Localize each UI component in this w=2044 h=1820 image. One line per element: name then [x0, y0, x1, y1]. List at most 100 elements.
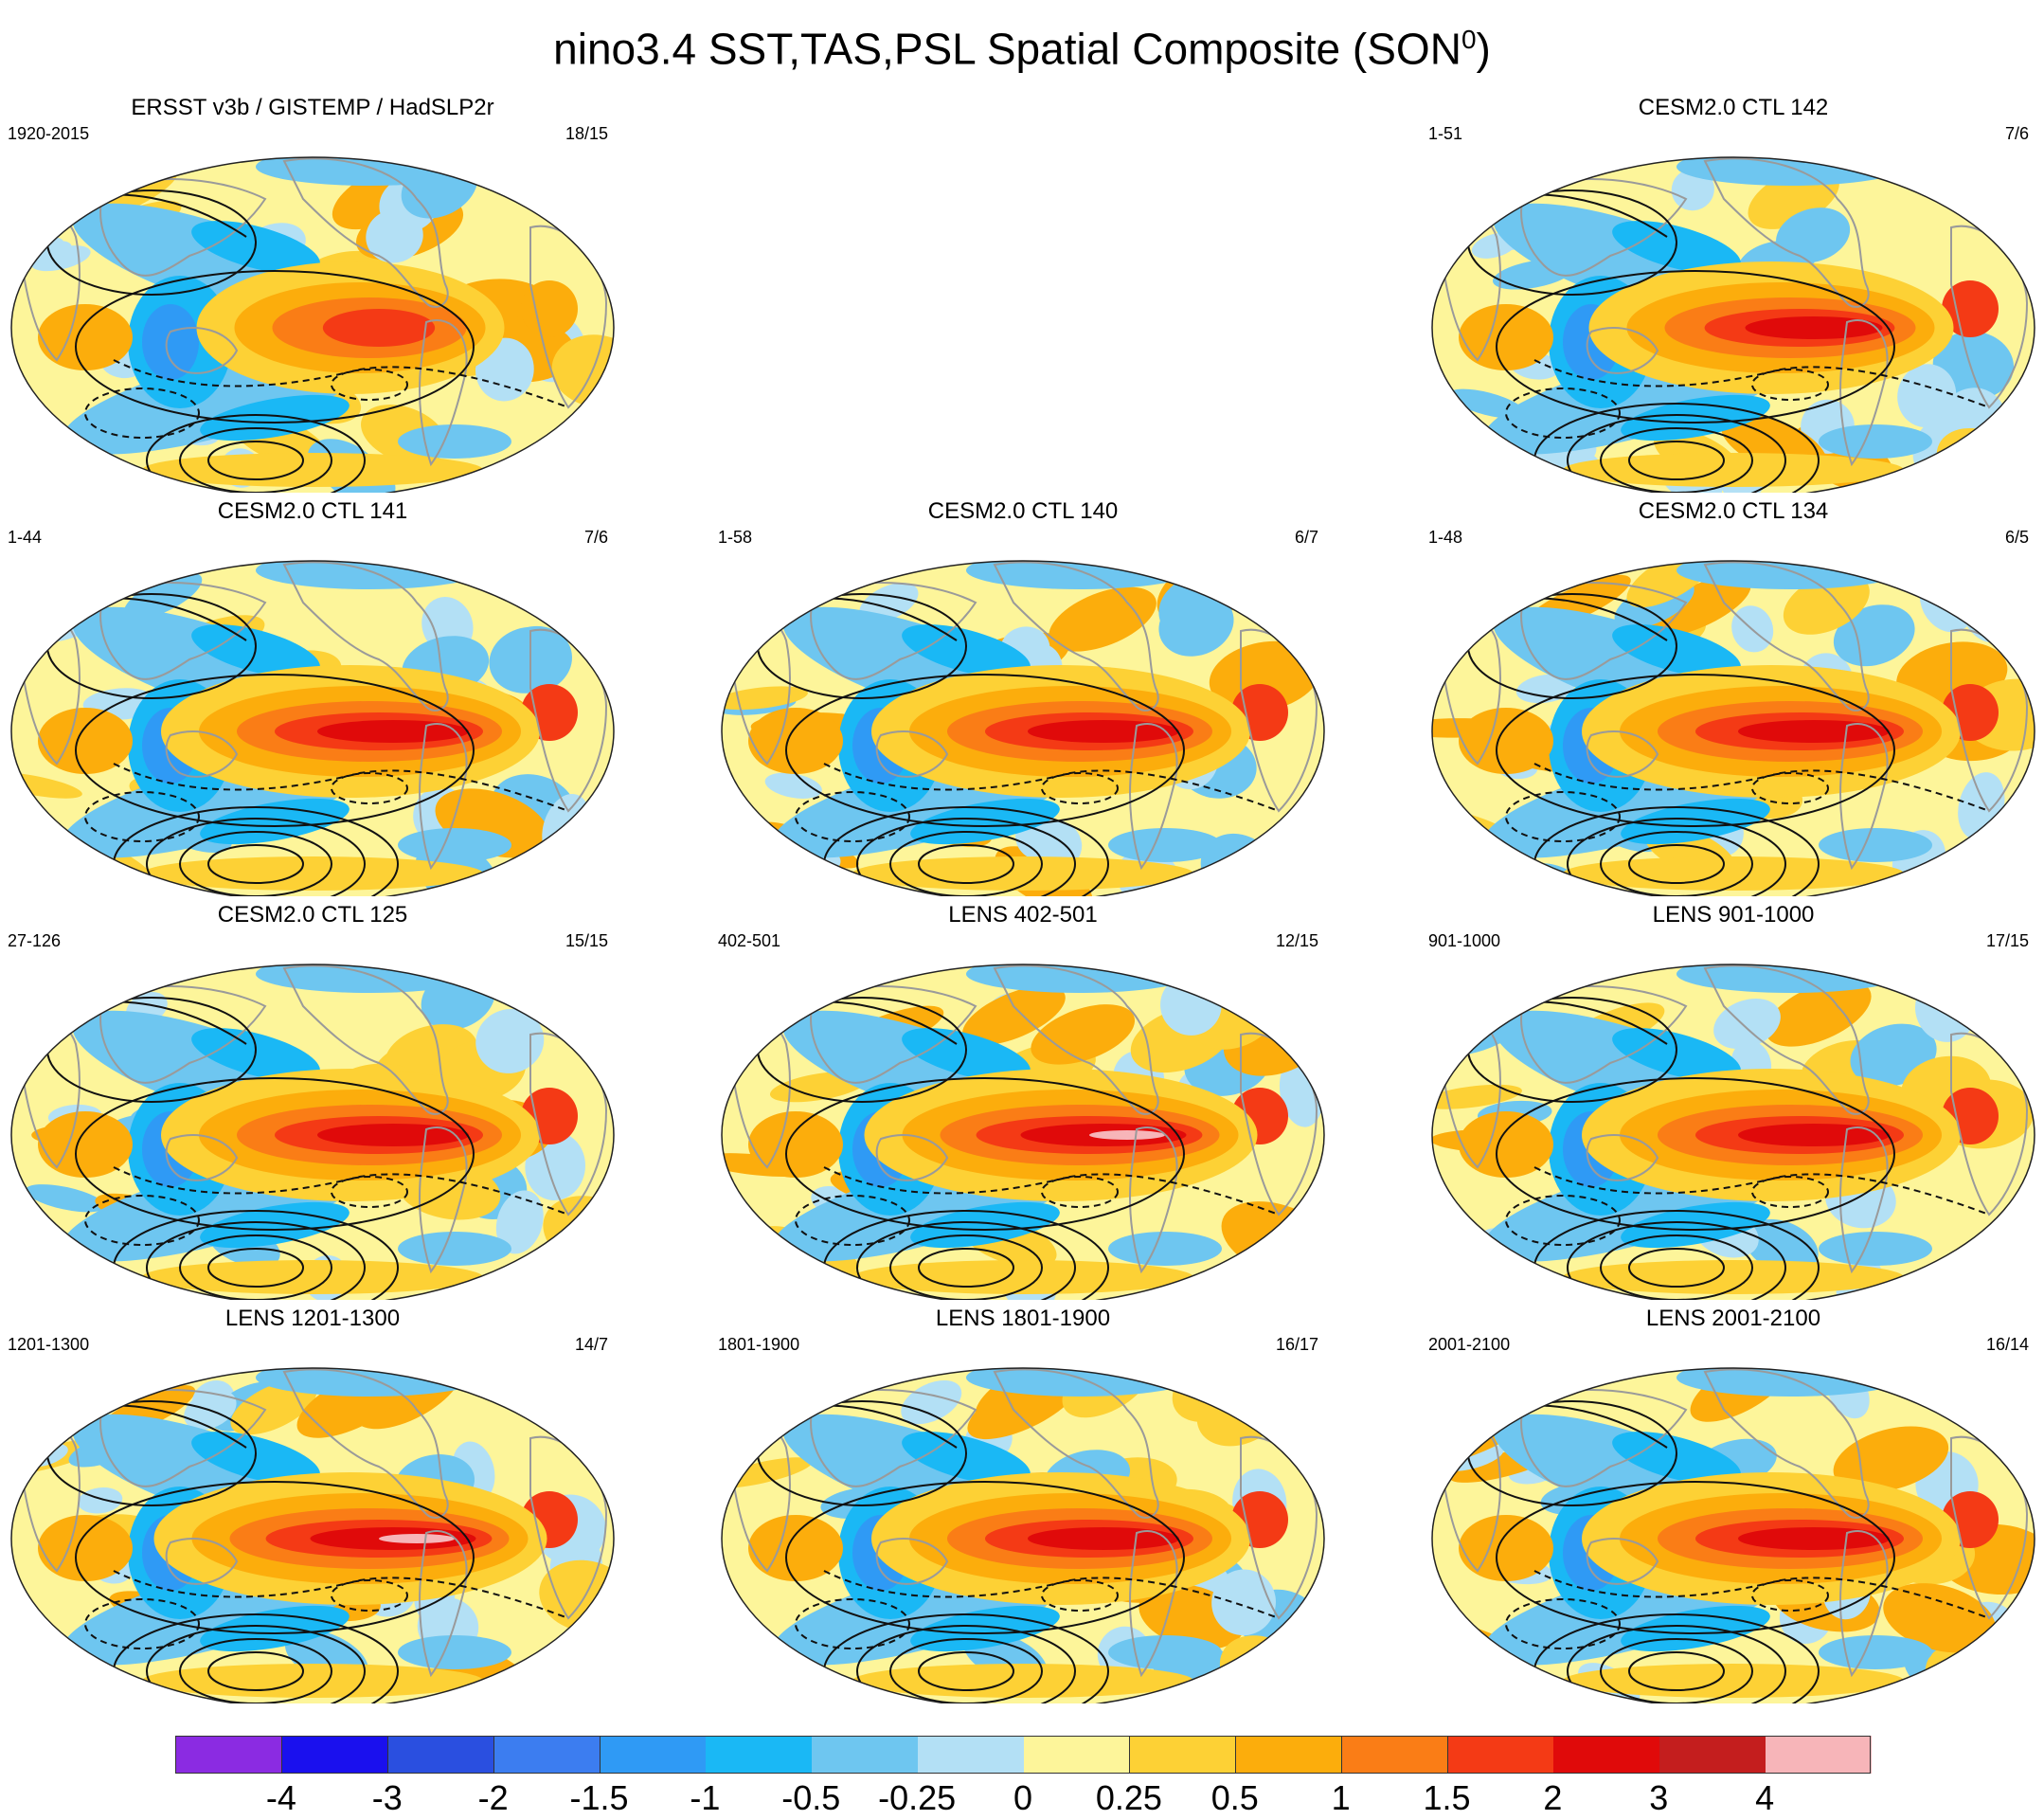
- coastline: [419, 319, 468, 467]
- warm-anomaly-io: [1459, 1515, 1553, 1581]
- cool-anomaly-core: [142, 304, 199, 380]
- psl-contour-negative: [1505, 1598, 1621, 1649]
- coastline: [810, 582, 977, 680]
- warm-anomaly-io: [1459, 304, 1553, 370]
- world-map: [10, 560, 615, 896]
- psl-contour-zero: [75, 270, 475, 423]
- anomaly-patch: [725, 983, 763, 1010]
- field-layer: [1432, 561, 2035, 896]
- psl-contour-negative: [113, 359, 569, 408]
- psl-contour-positive: [856, 1221, 1076, 1300]
- map-outline: [721, 560, 1325, 896]
- colorbar-swatch: [1659, 1736, 1766, 1774]
- psl-contour-layer: [46, 997, 569, 1300]
- coastline: [1703, 561, 1870, 712]
- coastline: [1520, 985, 1688, 1084]
- cool-anomaly-satl: [1819, 1635, 1932, 1669]
- panel-period: 1-51: [1428, 124, 1463, 143]
- coastline-layer: [727, 1368, 1318, 1678]
- world-map: [721, 1367, 1325, 1703]
- panel-count: 16/17: [1275, 1335, 1318, 1354]
- anomaly-patch: [1209, 640, 1320, 712]
- colorbar-tick-label: -0.25: [878, 1778, 957, 1817]
- colorbar-swatch: [280, 1736, 388, 1774]
- nino-tongue-15: [322, 309, 436, 347]
- panel-count: 6/7: [1294, 528, 1318, 547]
- colorbar: [175, 1736, 1872, 1774]
- psl-contour-positive: [179, 427, 332, 493]
- map-panel: CESM2.0 CTL 125 27-126 15/15: [0, 902, 625, 1300]
- map-panel: CESM2.0 CTL 142 1-51 7/6: [1421, 95, 2044, 493]
- psl-contour-positive: [146, 818, 366, 896]
- panel-period: 27-126: [8, 931, 62, 950]
- nino-tongue-2: [1738, 1124, 1890, 1146]
- psl-contour-positive: [1567, 818, 1786, 896]
- coastline: [1129, 723, 1178, 871]
- psl-contour-positive: [179, 831, 332, 896]
- anomaly-patch: [1031, 1004, 1136, 1065]
- warm-anomaly-io: [748, 708, 843, 774]
- psl-contour-negative: [823, 1570, 1280, 1619]
- coastline: [165, 730, 239, 778]
- anomaly-patch: [78, 1487, 123, 1514]
- panel-count: 16/14: [1985, 1335, 2029, 1354]
- colorbar-swatch: [175, 1736, 282, 1774]
- coastline: [993, 1368, 1159, 1519]
- psl-contour-positive: [918, 1651, 1014, 1691]
- anomaly-patch: [11, 771, 82, 799]
- panel-count: 7/6: [2004, 124, 2029, 143]
- coastline: [993, 964, 1159, 1115]
- psl-contour-positive: [179, 1234, 332, 1300]
- warm-anomaly-africa: [1942, 280, 1999, 337]
- cool-anomaly-satl: [398, 1635, 511, 1669]
- psl-contour-positive: [1600, 1234, 1753, 1300]
- psl-contour-positive: [918, 844, 1014, 884]
- world-map: [10, 156, 615, 493]
- psl-contour-negative: [1533, 763, 1990, 812]
- map-outline: [721, 1367, 1325, 1703]
- anomaly-patch: [1259, 561, 1324, 616]
- map-outline: [721, 964, 1325, 1300]
- world-map: [1431, 560, 2035, 896]
- psl-contour-negative: [1751, 1176, 1829, 1208]
- cool-anomaly-satl: [1819, 424, 1932, 459]
- world-map: [1431, 156, 2035, 493]
- psl-contour-negative: [1505, 387, 1621, 439]
- colorbar-tick-label: -0.5: [781, 1778, 841, 1817]
- coastline: [282, 561, 449, 712]
- psl-contour-positive: [1600, 831, 1753, 896]
- anomaly-patch: [1897, 364, 1957, 428]
- nino-tongue-2: [1738, 1527, 1890, 1550]
- figure-title-text: nino3.4 SST,TAS,PSL Spatial Composite (S…: [553, 24, 1461, 74]
- psl-contour-positive: [856, 818, 1076, 896]
- psl-contour-negative: [1751, 369, 1829, 401]
- psl-contour-negative: [113, 763, 569, 812]
- psl-contour-negative: [1041, 1176, 1119, 1208]
- coastline: [1839, 723, 1889, 871]
- anomaly-patch: [1671, 168, 1714, 211]
- anomaly-patch: [962, 985, 1066, 1046]
- psl-contour-positive: [207, 441, 304, 480]
- psl-contour-zero: [785, 1077, 1185, 1231]
- coastline: [1520, 178, 1688, 277]
- psl-contour-positive: [1600, 1638, 1753, 1703]
- panel-title: LENS 901-1000: [1652, 902, 1815, 928]
- anomaly-patch: [1448, 388, 1526, 419]
- panel-title: LENS 2001-2100: [1645, 1306, 1821, 1331]
- coastline: [165, 1538, 239, 1585]
- colorbar-tick-label: 1: [1331, 1778, 1351, 1817]
- map-outline: [1431, 560, 2035, 896]
- psl-contour-zero: [1496, 1077, 1895, 1231]
- psl-contour-negative: [331, 1176, 408, 1208]
- anomaly-patch: [11, 158, 46, 185]
- panel-period: 402-501: [718, 931, 781, 950]
- coastline: [282, 964, 449, 1115]
- coastline: [1839, 319, 1889, 467]
- cool-anomaly-satl: [1108, 1232, 1222, 1266]
- field-layer: [1432, 157, 2035, 493]
- panel-count: 12/15: [1275, 931, 1318, 950]
- figure-title: nino3.4 SST,TAS,PSL Spatial Composite (S…: [0, 11, 2044, 77]
- anomaly-patch: [785, 976, 826, 1007]
- psl-contour-negative: [823, 763, 1280, 812]
- psl-contour-positive: [889, 1638, 1043, 1703]
